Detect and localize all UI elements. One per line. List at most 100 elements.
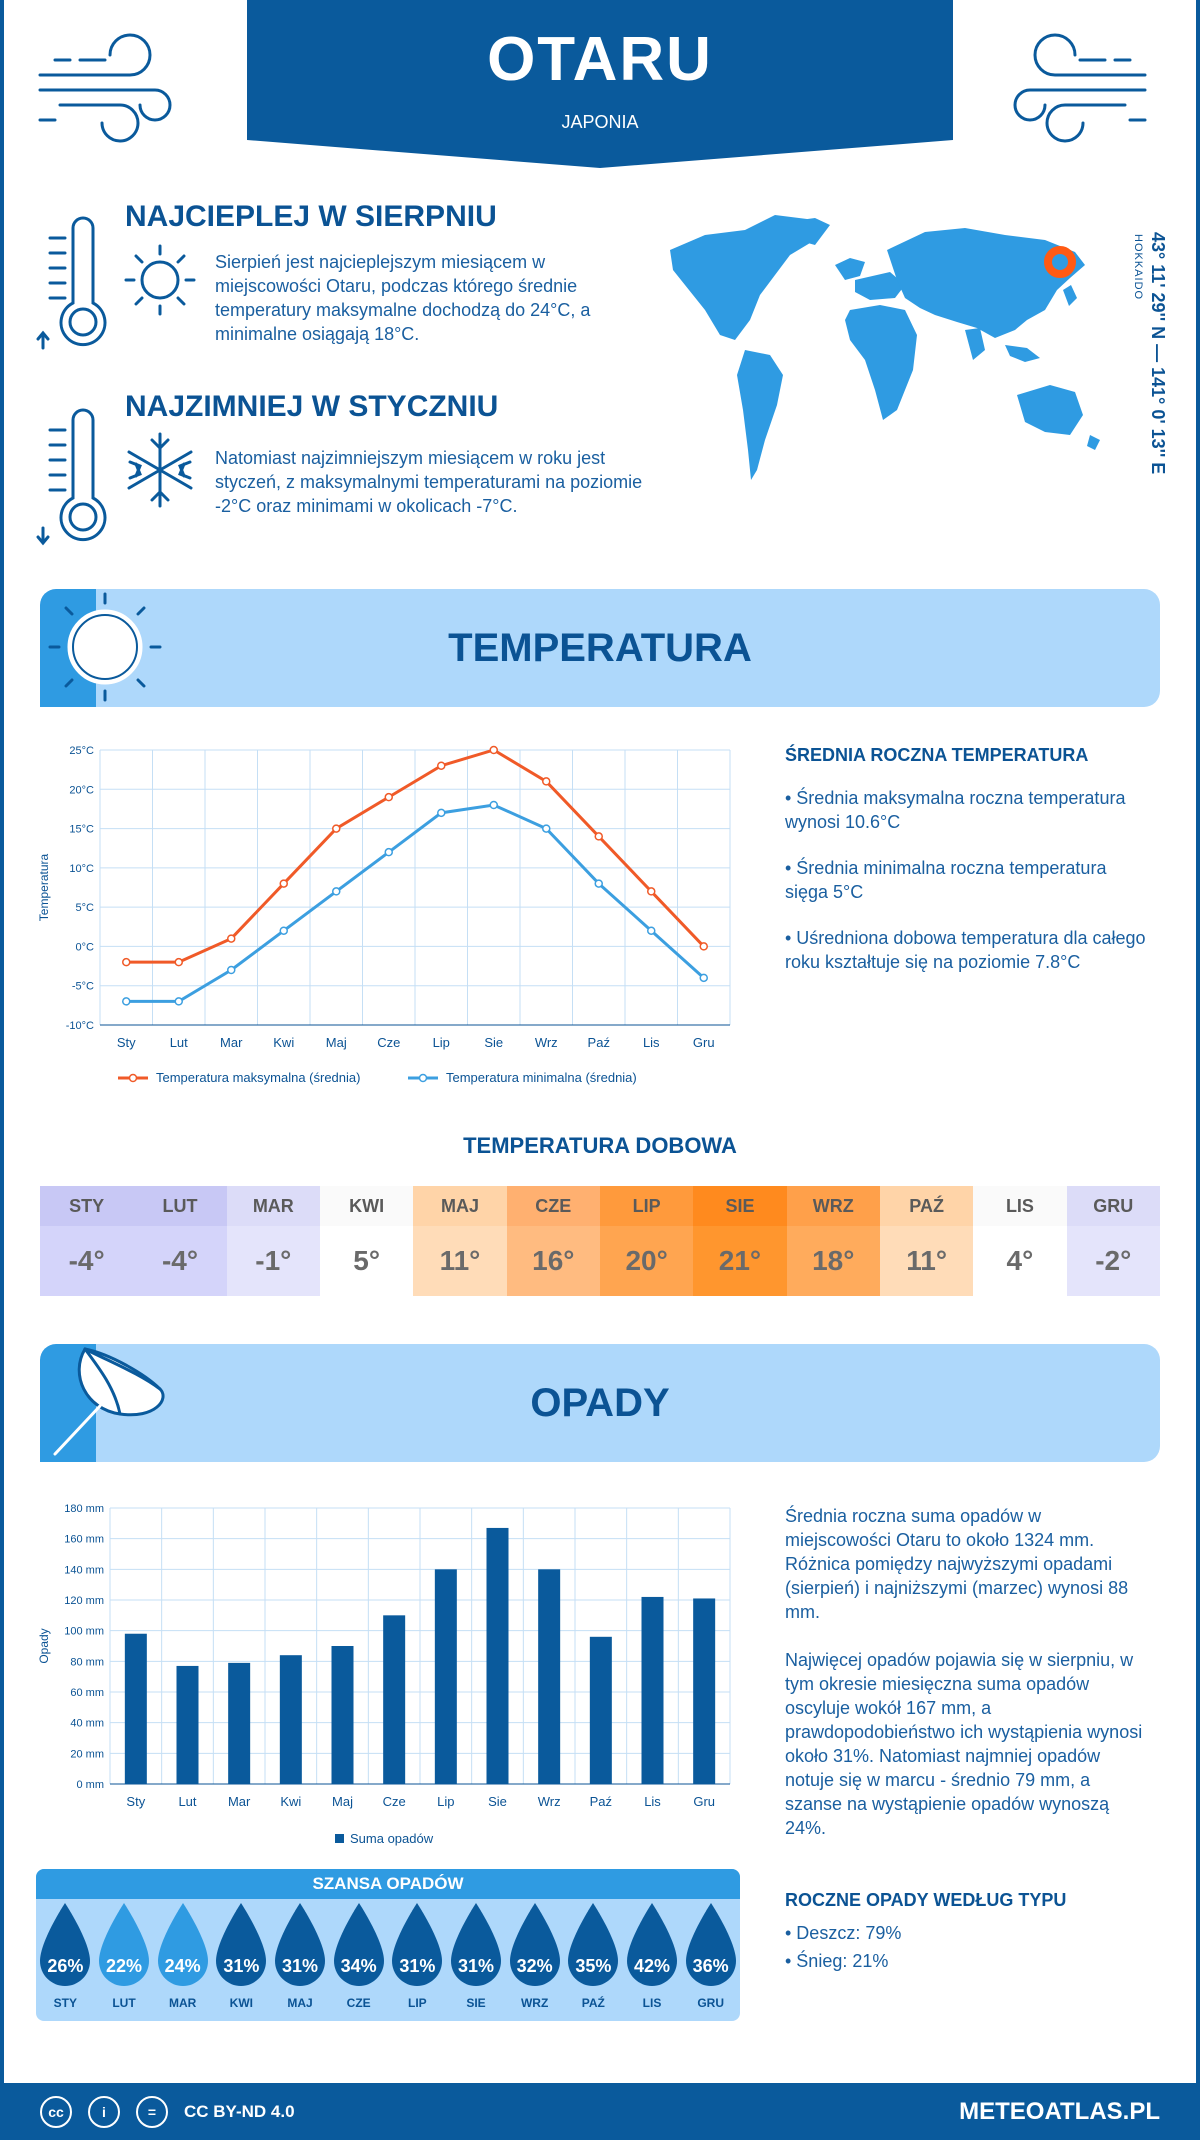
- coldest-month-block: NAJZIMNIEJ W STYCZNIU Natomiast najzimni…: [35, 390, 655, 560]
- precip-bar: [589, 1636, 612, 1784]
- daily-temperature-title: TEMPERATURA DOBOWA: [463, 1133, 737, 1158]
- precip-bar: [279, 1655, 302, 1784]
- precip-bar: [228, 1662, 251, 1784]
- chance-value: 22%: [105, 1956, 143, 1976]
- data-point: [437, 808, 446, 818]
- data-point: [594, 832, 603, 841]
- x-tick-label: Wrz: [538, 1794, 561, 1809]
- chance-value: 31%: [223, 1956, 260, 1976]
- x-tick-label: Lis: [644, 1794, 661, 1809]
- daily-value: 21°: [693, 1226, 787, 1296]
- y-tick-label: 15°C: [69, 824, 94, 836]
- chance-drop: 24% MAR: [154, 1899, 212, 2021]
- y-axis-label: Temperatura: [37, 853, 51, 921]
- daily-month: SIE: [693, 1186, 787, 1226]
- wind-icon-right: [1013, 33, 1147, 143]
- raindrop-icon: [685, 1903, 736, 1986]
- coordinates-block: 43° 11' 29'' N — 141° 0' 13'' E HOKKAIDO: [1132, 232, 1168, 492]
- legend-label: Suma opadów: [350, 1831, 434, 1846]
- license-label: CC BY-ND 4.0: [184, 2102, 295, 2121]
- daily-cell: PAŹ 11°: [879, 1186, 974, 1296]
- x-tick-label: Cze: [383, 1794, 406, 1809]
- x-tick-label: Cze: [377, 1035, 400, 1050]
- chance-drop: 26% STY: [36, 1899, 94, 2021]
- daily-value: 4°: [973, 1226, 1067, 1296]
- daily-month: MAJ: [413, 1186, 507, 1226]
- precip-bar: [176, 1665, 199, 1784]
- raindrop-icon: [392, 1903, 443, 1986]
- daily-value: -1°: [226, 1226, 320, 1296]
- chance-month: GRU: [697, 1996, 724, 2010]
- daily-month: STY: [40, 1186, 134, 1226]
- precipitation-chance-title: SZANSA OPADÓW: [36, 1869, 740, 1899]
- x-tick-label: Sie: [484, 1035, 503, 1050]
- raindrop-icon: [451, 1903, 501, 1986]
- daily-value: 20°: [599, 1226, 694, 1296]
- raindrop-icon: [40, 1903, 91, 1986]
- daily-cell: MAR -1°: [226, 1186, 320, 1296]
- chance-drop: 31% MAJ: [271, 1899, 329, 2021]
- daily-cell: SIE 21°: [693, 1186, 787, 1296]
- chance-drop: 36% GRU: [682, 1899, 740, 2021]
- temperature-chart: -10°C -5°C 0°C 5°C 10°C 15°C 20°C 25°C Sty Lut Mar…: [37, 745, 731, 1085]
- precip-bar: [641, 1596, 664, 1784]
- temperature-summary: ŚREDNIA ROCZNA TEMPERATURA • Średnia mak…: [785, 745, 1150, 974]
- chance-drop: 22% LUT: [95, 1899, 153, 2021]
- temperature-summary-title: ŚREDNIA ROCZNA TEMPERATURA: [785, 745, 1089, 765]
- data-point: [279, 879, 288, 888]
- cc-icon: cc: [40, 2096, 72, 2128]
- daily-cell: LUT -4°: [133, 1186, 227, 1296]
- y-tick-label: -10°C: [66, 1020, 94, 1032]
- data-point: [174, 957, 183, 967]
- data-point: [122, 997, 131, 1006]
- precipitation-chance-panel: SZANSA OPADÓW 26% STY 22% LUT 24% MAR 31% KWI 31…: [36, 1869, 740, 2021]
- page-border-right: [1196, 0, 1200, 2083]
- chance-drop: 35% PAŹ: [564, 1899, 622, 2021]
- raindrop-icon: [275, 1903, 325, 1986]
- temperature-banner: TEMPERATURA: [40, 589, 1160, 707]
- daily-cell: LIS 4°: [973, 1186, 1067, 1296]
- data-point: [489, 800, 498, 810]
- chance-value: 34%: [340, 1956, 377, 1976]
- data-point: [489, 745, 498, 755]
- daily-cell: MAJ 11°: [413, 1186, 507, 1296]
- legend-marker: [128, 1073, 138, 1083]
- umbrella-rain-icon: [53, 1347, 165, 1456]
- x-tick-label: Sty: [117, 1035, 136, 1050]
- chance-value: 24%: [164, 1956, 201, 1976]
- sun-icon: [48, 592, 162, 702]
- chance-month: KWI: [229, 1996, 253, 2010]
- temperature-bullet-avg: • Uśredniona dobowa temperatura dla całe…: [785, 928, 1146, 972]
- precipitation-chart: 0 mm 20 mm 40 mm 60 mm 80 mm 100 mm 120 mm 140 …: [37, 1503, 731, 1846]
- daily-value: 5°: [319, 1226, 414, 1296]
- daily-temperature-table: STY -4° LUT -4° MAR -1° KWI 5° MAJ 11° CZE 16° LIP 20…: [40, 1186, 1160, 1296]
- precipitation-types: ROCZNE OPADY WEDŁUG TYPU • Deszcz: 79% •…: [785, 1890, 1150, 1973]
- y-tick-label: 20°C: [69, 784, 94, 796]
- x-tick-label: Mar: [228, 1794, 251, 1809]
- chance-value: 31%: [457, 1956, 495, 1976]
- x-tick-label: Maj: [332, 1794, 353, 1809]
- chance-month: SIE: [466, 1996, 486, 2010]
- y-tick-label: 40 mm: [70, 1718, 104, 1730]
- daily-month: MAR: [226, 1186, 320, 1226]
- daily-value: 18°: [786, 1226, 880, 1296]
- y-tick-label: 0 mm: [77, 1779, 105, 1791]
- sun-icon: [124, 244, 196, 316]
- data-point: [437, 761, 446, 770]
- x-tick-label: Kwi: [273, 1035, 294, 1050]
- daily-month: CZE: [506, 1186, 600, 1226]
- temperature-bullet-min: • Średnia minimalna roczna temperatura s…: [785, 858, 1107, 902]
- y-tick-label: -5°C: [72, 981, 94, 993]
- chance-month: MAJ: [287, 1996, 313, 2010]
- chance-drop: 32% WRZ: [506, 1899, 564, 2021]
- data-point: [647, 926, 656, 935]
- y-tick-label: 60 mm: [70, 1687, 104, 1699]
- y-tick-label: 120 mm: [64, 1595, 104, 1607]
- chance-drop: 42% LIS: [623, 1899, 681, 2021]
- y-tick-label: 5°C: [76, 902, 95, 914]
- chance-value: 36%: [692, 1956, 729, 1976]
- y-tick-label: 20 mm: [70, 1748, 104, 1760]
- attribution-icon: i: [88, 2096, 120, 2128]
- chance-drop: 31% KWI: [212, 1899, 270, 2021]
- site-link[interactable]: METEOATLAS.PL: [959, 2098, 1160, 2125]
